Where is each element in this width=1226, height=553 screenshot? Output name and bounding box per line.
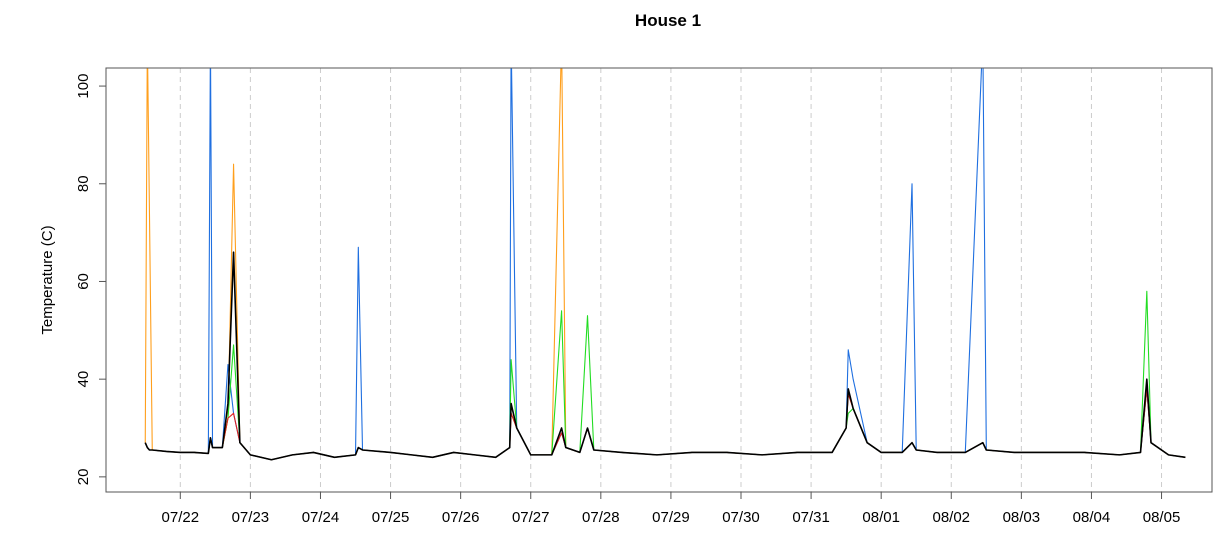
grid bbox=[179, 68, 1163, 492]
x-tick-label: 07/25 bbox=[372, 509, 410, 526]
x-tick-label: 08/05 bbox=[1143, 509, 1181, 526]
series-line bbox=[144, 388, 1186, 461]
series-line bbox=[144, 251, 1186, 461]
y-tick-label: 80 bbox=[75, 175, 92, 192]
x-tick-label: 08/04 bbox=[1073, 509, 1111, 526]
chart-title: House 1 bbox=[635, 11, 701, 30]
x-tick-label: 07/27 bbox=[512, 509, 550, 526]
x-tick-label: 08/01 bbox=[862, 509, 900, 526]
y-axis-label: Temperature (C) bbox=[39, 225, 56, 334]
x-tick-label: 07/30 bbox=[722, 509, 760, 526]
x-tick-label: 07/24 bbox=[302, 509, 340, 526]
series-line bbox=[144, 68, 1186, 461]
x-tick-label: 07/23 bbox=[232, 509, 270, 526]
y-tick-label: 100 bbox=[75, 74, 92, 99]
y-tick-label: 40 bbox=[75, 371, 92, 388]
x-tick-label: 07/31 bbox=[792, 509, 830, 526]
series-line bbox=[144, 68, 1186, 461]
x-tick-label: 07/22 bbox=[162, 509, 200, 526]
plot-frame bbox=[105, 67, 1213, 493]
x-tick-label: 07/29 bbox=[652, 509, 690, 526]
x-tick-label: 07/28 bbox=[582, 509, 620, 526]
plot-lines bbox=[144, 68, 1186, 461]
x-tick-label: 07/26 bbox=[442, 509, 480, 526]
y-tick-label: 60 bbox=[75, 273, 92, 290]
x-tick-label: 08/02 bbox=[932, 509, 970, 526]
y-tick-label: 20 bbox=[75, 469, 92, 486]
series-line bbox=[144, 290, 1186, 461]
x-tick-label: 08/03 bbox=[1003, 509, 1041, 526]
